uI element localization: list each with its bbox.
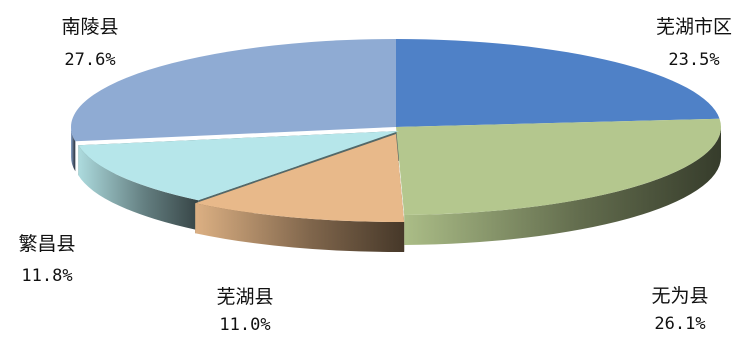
slice-2	[195, 134, 405, 222]
slice-label-group-2: 芜湖县 11.0%	[216, 286, 273, 335]
slice-value-label-0: 23.5%	[668, 50, 719, 70]
slice-value-label-2: 11.0%	[219, 315, 270, 335]
slice-label-group-3: 繁昌县 11.8%	[18, 233, 75, 286]
slice-1	[396, 118, 721, 215]
slice-label-group-0: 芜湖市区 23.5%	[656, 16, 732, 70]
slice-label-1: 无为县	[651, 285, 708, 307]
slice-side-2	[195, 203, 405, 253]
slice-label-group-1: 无为县 26.1%	[651, 285, 708, 334]
slice-4	[70, 39, 397, 142]
slice-label-3: 繁昌县	[18, 233, 75, 255]
slice-label-2: 芜湖县	[216, 286, 273, 308]
slice-side-1	[404, 127, 721, 245]
slice-value-label-3: 11.8%	[21, 266, 72, 286]
slice-side-3	[78, 145, 199, 231]
slice-side-4	[71, 127, 76, 172]
slice-value-label-1: 26.1%	[654, 314, 705, 334]
pie-tops	[70, 39, 721, 222]
slice-3	[78, 131, 400, 201]
slice-label-0: 芜湖市区	[656, 16, 732, 38]
slice-label-4: 南陵县	[61, 16, 118, 38]
slice-0	[396, 39, 720, 127]
slice-value-label-4: 27.6%	[64, 50, 115, 70]
slice-label-group-4: 南陵县 27.6%	[61, 16, 118, 70]
